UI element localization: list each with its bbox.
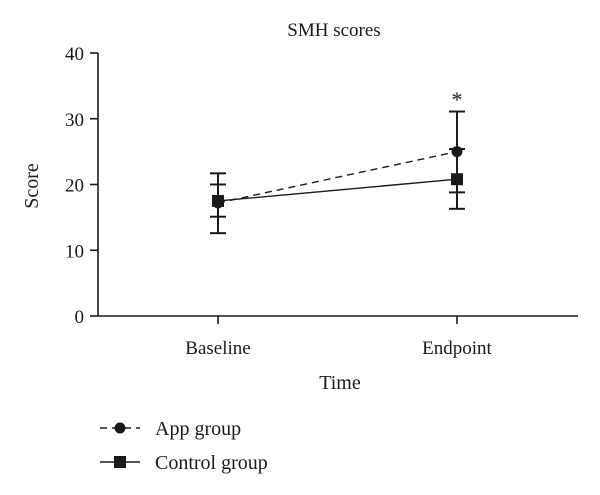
y-tick-label: 30 [65,110,84,131]
legend: App group Control group [100,418,268,474]
legend-marker-app-group [114,422,126,434]
y-tick-label: 40 [65,44,84,65]
data-point-control-group [212,194,224,207]
series-markers [212,146,463,209]
y-axis-label: Score [21,163,43,209]
x-tick-label: Endpoint [422,338,492,359]
x-axis-label: Time [319,372,361,394]
data-point-control-group [451,173,463,186]
legend-label-app-group: App group [155,418,241,440]
series-line-control-group [217,178,458,202]
legend-marker-control-group [114,456,126,468]
series-line-app-group [217,150,458,204]
x-tick-label: Baseline [185,338,250,359]
series-lines [217,150,458,204]
axes: 0 10 20 30 40 Baseline Endpoint [65,44,578,359]
legend-label-control-group: Control group [155,452,268,474]
y-tick-label: 0 [75,307,85,328]
chart-title: SMH scores [287,20,380,41]
error-bars [210,110,465,235]
y-tick-label: 10 [65,241,84,262]
data-point-app-group [451,146,463,158]
significance-marker: * [452,87,463,112]
annotations: * [452,87,463,112]
y-tick-label: 20 [65,176,84,197]
